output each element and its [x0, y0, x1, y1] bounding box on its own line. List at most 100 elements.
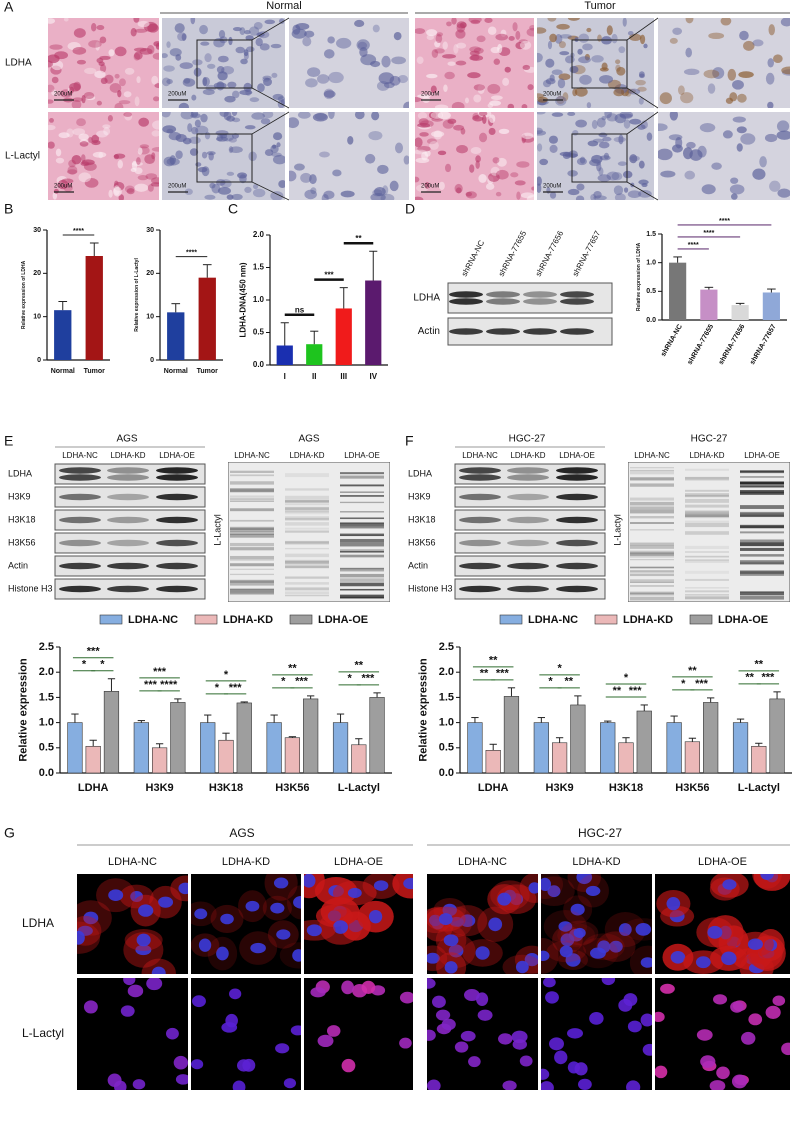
nucleus — [570, 903, 585, 916]
x-tick-label: Tumor — [84, 368, 106, 375]
tissue — [604, 112, 612, 119]
significance-label: *** — [229, 682, 243, 694]
nucleus — [427, 1079, 441, 1090]
bar — [167, 312, 185, 360]
tissue — [623, 119, 631, 129]
tissue — [577, 48, 583, 55]
tissue — [175, 150, 183, 160]
tissue — [163, 65, 175, 72]
blot-band — [156, 539, 198, 547]
significance-label: ** — [355, 660, 364, 672]
lactyl-band — [285, 517, 329, 521]
lactyl-band — [685, 520, 729, 524]
tissue — [537, 176, 542, 186]
y-tick-label: 0.5 — [39, 742, 54, 754]
y-tick-label: 1.5 — [646, 231, 656, 238]
lactyl-band — [340, 594, 384, 599]
tissue — [638, 179, 649, 185]
error-bar — [373, 692, 381, 698]
error-bar — [640, 704, 648, 712]
tissue — [69, 86, 75, 94]
tissue — [686, 141, 696, 149]
tissue — [447, 61, 456, 66]
x-tick-label: III — [340, 372, 347, 381]
significance-label: **** — [160, 679, 178, 691]
tissue — [272, 93, 284, 101]
tissue — [380, 193, 395, 200]
significance-label: * — [548, 676, 553, 688]
tissue — [567, 188, 580, 196]
tissue — [84, 67, 97, 75]
bar — [351, 744, 367, 774]
tissue — [415, 149, 428, 155]
legend-label: LDHA-NC — [528, 614, 578, 626]
significance-label: *** — [144, 679, 158, 691]
lactyl-band — [230, 474, 274, 477]
lactyl-band — [340, 588, 384, 591]
tissue — [415, 28, 426, 34]
lactyl-band — [340, 567, 384, 570]
tissue — [490, 166, 500, 176]
tissue — [183, 77, 191, 84]
blot-band — [107, 585, 149, 593]
micrograph — [541, 978, 652, 1090]
tissue — [150, 182, 159, 187]
nucleus — [741, 1031, 756, 1045]
tissue — [294, 163, 305, 171]
lane-label: LDHA-NC — [462, 451, 498, 460]
column-label: LDHA-OE — [698, 856, 747, 868]
nucleus — [577, 1078, 592, 1090]
inset-link — [626, 87, 659, 109]
nucleus — [760, 874, 774, 880]
blot-band — [486, 298, 520, 305]
lactyl-band — [340, 501, 384, 504]
lactyl-band — [685, 495, 729, 498]
blot-band — [556, 467, 598, 474]
lactyl-band — [340, 542, 384, 547]
nucleus — [326, 1025, 341, 1037]
lactyl-band — [340, 522, 384, 525]
lactyl-band — [285, 561, 329, 566]
tissue — [228, 36, 233, 46]
blot-band — [486, 291, 520, 298]
tissue — [500, 29, 507, 38]
tissue — [263, 77, 272, 87]
lactyl-band — [685, 493, 729, 497]
lane-label: LDHA-OE — [744, 451, 780, 460]
nucleus — [429, 914, 442, 927]
tissue — [96, 25, 105, 31]
blot-band — [459, 474, 501, 481]
tissue — [71, 99, 82, 108]
lactyl-blot — [228, 462, 390, 602]
blot-band — [59, 539, 101, 547]
tissue — [262, 77, 270, 82]
significance-label: *** — [295, 676, 309, 688]
tissue — [575, 195, 585, 200]
tissue — [417, 112, 428, 120]
tissue — [475, 155, 481, 163]
lactyl-band — [740, 572, 784, 576]
tissue — [601, 116, 607, 121]
nucleus — [642, 1043, 652, 1056]
lactyl-band — [740, 492, 784, 495]
cytoplasm — [77, 921, 101, 954]
blot-band — [449, 298, 483, 305]
lactyl-band — [340, 517, 384, 519]
significance-label: **** — [688, 242, 699, 249]
lactyl-band — [285, 495, 329, 500]
lactyl-band — [685, 559, 729, 562]
bar — [306, 344, 323, 365]
significance-label: * — [348, 673, 353, 685]
bar — [618, 742, 634, 774]
blot-band — [156, 562, 198, 570]
blot-band — [156, 467, 198, 474]
lactyl-band — [630, 551, 674, 553]
tissue — [114, 46, 127, 57]
lactyl-band — [285, 576, 329, 579]
tissue — [453, 44, 459, 54]
lactyl-band — [630, 509, 674, 514]
error-bar — [310, 330, 319, 345]
tissue — [114, 73, 120, 79]
lactyl-band — [740, 570, 784, 574]
tissue — [92, 151, 107, 158]
